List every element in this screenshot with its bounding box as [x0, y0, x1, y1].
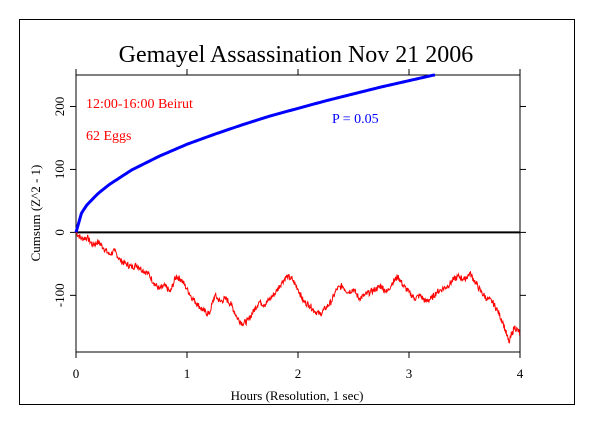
- p-value-label: P = 0.05: [332, 112, 379, 127]
- x-tick-label-2: 2: [295, 366, 302, 381]
- y-tick-label-2: 100: [52, 160, 67, 180]
- plot-area: [75, 74, 521, 353]
- y-tick-label-1: 0: [52, 229, 67, 236]
- axis-ticks: [70, 69, 526, 358]
- eggs-label: 62 Eggs: [86, 129, 132, 144]
- y-tick-label-0: -100: [52, 283, 67, 307]
- y-tick-label-3: 200: [52, 97, 67, 117]
- figure-frame: [19, 19, 575, 405]
- chart-title: Gemayel Assassination Nov 21 2006: [119, 42, 474, 68]
- x-tick-label-1: 1: [184, 366, 191, 381]
- x-axis-label: Hours (Resolution, 1 sec): [231, 388, 364, 403]
- axis-tick-labels: 0 1 2 3 4 -100 0 100 200: [52, 97, 524, 381]
- y-axis-label: Cumsum (Z^2 - 1): [28, 165, 43, 262]
- x-tick-label-0: 0: [73, 366, 80, 381]
- time-window-label: 12:00-16:00 Beirut: [86, 97, 193, 112]
- x-tick-label-4: 4: [517, 366, 524, 381]
- cumsum-series-line: [75, 232, 521, 344]
- p-envelope-line: [74, 73, 436, 233]
- x-tick-label-3: 3: [406, 366, 413, 381]
